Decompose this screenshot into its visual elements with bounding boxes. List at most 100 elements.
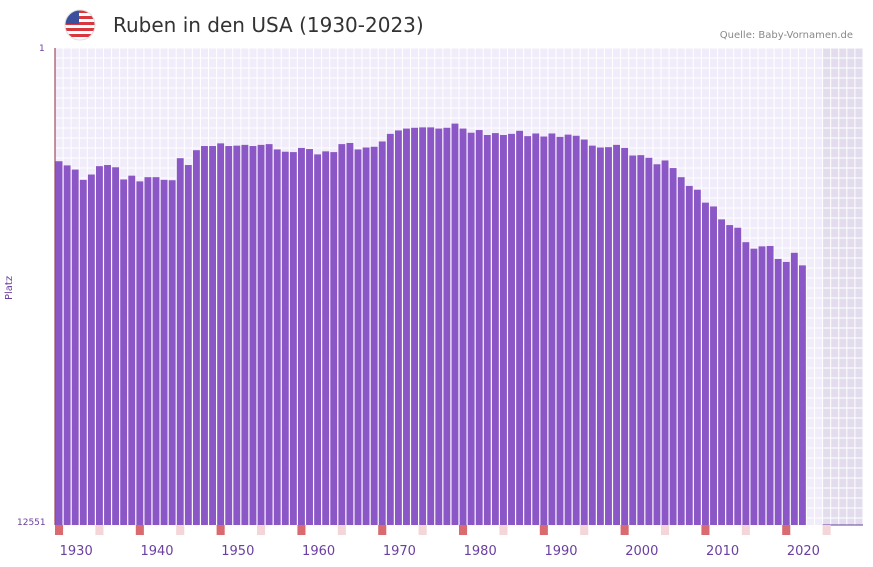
bar (144, 177, 152, 525)
year-marker (55, 525, 64, 535)
bar (209, 146, 216, 525)
year-marker (782, 525, 791, 535)
bar (782, 261, 790, 525)
bar (790, 252, 798, 525)
bar (605, 147, 612, 526)
bar (548, 133, 556, 525)
bar (281, 151, 289, 525)
chart-title: Ruben in den USA (1930-2023) (113, 13, 424, 37)
bar (394, 130, 402, 526)
bar (637, 155, 645, 525)
year-marker (378, 525, 387, 535)
year-marker (176, 525, 185, 535)
future-region (822, 48, 863, 525)
bar (63, 165, 71, 525)
year-marker (216, 525, 225, 535)
bar (758, 246, 766, 525)
bar (104, 165, 111, 525)
bar (370, 146, 378, 525)
bar (273, 149, 281, 525)
bar (168, 180, 176, 525)
bar (443, 127, 451, 526)
bar (572, 135, 580, 526)
x-tick-label: 1950 (221, 544, 254, 559)
bar (176, 158, 184, 525)
bar (378, 141, 386, 525)
bar (467, 132, 475, 525)
bar (629, 155, 637, 525)
bar (79, 179, 87, 525)
x-tick-label: 1980 (464, 544, 497, 559)
bar (419, 127, 427, 525)
bar (774, 258, 782, 525)
bar (710, 206, 717, 526)
bar (71, 169, 79, 525)
bar (217, 143, 225, 525)
x-tick-label: 2020 (787, 544, 820, 559)
bar (734, 227, 742, 525)
source-label: Quelle: Baby-Vornamen.de (719, 30, 853, 41)
bar (435, 128, 443, 525)
bar (257, 144, 265, 525)
bar (411, 127, 418, 526)
y-tick-top: 1 (39, 44, 45, 54)
year-marker (337, 525, 346, 535)
bar (580, 139, 588, 525)
bar (693, 189, 701, 525)
x-tick-label: 1960 (302, 544, 335, 559)
bar (249, 146, 257, 525)
bar (354, 149, 362, 525)
bar (338, 144, 346, 526)
year-marker (459, 525, 468, 535)
bar (451, 123, 459, 526)
bar (500, 135, 507, 525)
bar (427, 127, 435, 525)
bar (564, 134, 572, 525)
bar (677, 177, 685, 525)
year-marker (418, 525, 427, 535)
y-tick-bottom: 12551 (17, 518, 46, 528)
x-tick-label: 1940 (140, 544, 173, 559)
bar (766, 245, 774, 525)
x-tick-label: 1970 (383, 544, 416, 559)
year-marker (499, 525, 508, 535)
bar (225, 146, 233, 525)
bar (685, 185, 693, 526)
bar (241, 144, 249, 525)
bar (540, 136, 548, 525)
bar (55, 161, 63, 525)
year-marker (580, 525, 589, 535)
bar (556, 136, 564, 525)
year-marker (257, 525, 266, 535)
x-tick-label: 1990 (544, 544, 577, 559)
bar (532, 133, 540, 525)
year-marker (297, 525, 306, 535)
year-marker (661, 525, 670, 535)
year-marker (822, 525, 831, 535)
bar (120, 179, 128, 526)
bar (621, 147, 629, 525)
bar (459, 128, 467, 525)
year-marker (539, 525, 548, 535)
year-marker (135, 525, 144, 535)
bar (596, 147, 604, 526)
bar (653, 164, 661, 526)
bar (265, 144, 273, 526)
bar (96, 166, 103, 525)
bar (661, 160, 669, 525)
bar (233, 145, 241, 526)
bar (588, 145, 596, 526)
bar (613, 144, 620, 525)
bar (669, 168, 677, 525)
bar (152, 177, 160, 525)
x-tick-label: 2000 (625, 544, 658, 559)
bar (403, 128, 410, 525)
bar (386, 133, 394, 526)
bar (314, 154, 322, 525)
bar (289, 152, 297, 525)
bar (160, 179, 168, 525)
bar (136, 181, 144, 525)
bar (184, 165, 192, 525)
bar (742, 242, 750, 525)
